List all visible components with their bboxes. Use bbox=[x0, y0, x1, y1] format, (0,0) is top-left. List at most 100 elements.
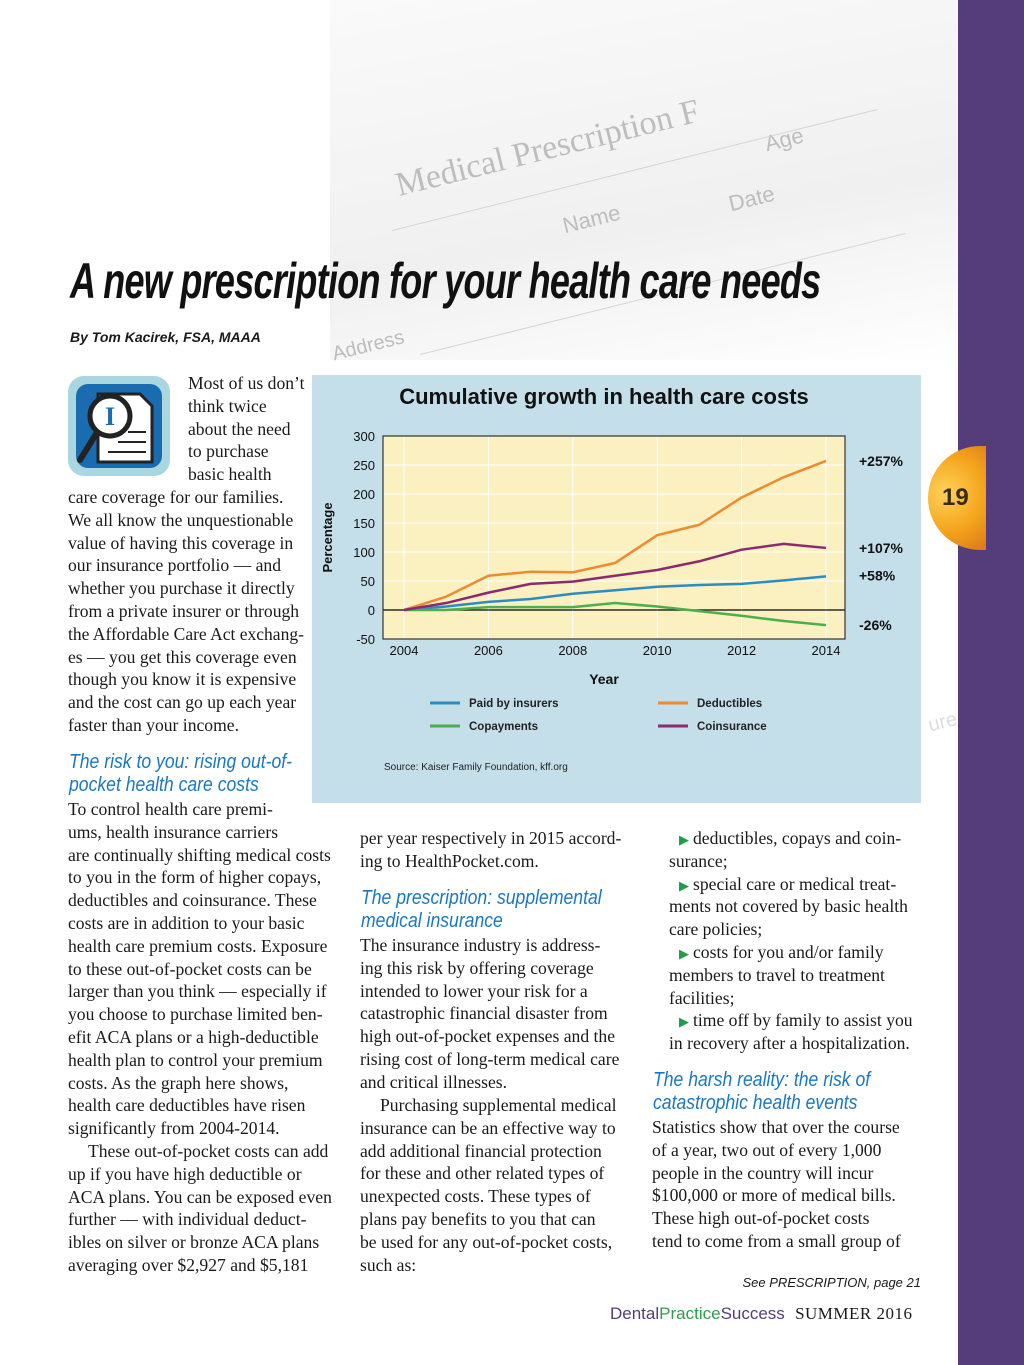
col3-body: Statistics show that over the course of a… bbox=[652, 1116, 901, 1253]
bullet-arrow-icon: ▶ bbox=[679, 1014, 689, 1030]
text-line: the Affordable Care Act exchang- bbox=[68, 623, 304, 644]
text-line: These out-of-pocket costs can add bbox=[88, 1141, 329, 1161]
article-title: A new prescription for your health care … bbox=[70, 253, 821, 309]
bullet-continuation: care policies; bbox=[669, 918, 762, 941]
background-prescription-pad bbox=[330, 0, 970, 360]
plot-border bbox=[382, 435, 846, 640]
bullet-arrow-icon: ▶ bbox=[679, 945, 689, 961]
text-line: insurance can be an effective way to bbox=[360, 1117, 616, 1138]
bullet-text: in recovery after a hospitalization. bbox=[669, 1033, 910, 1054]
col2-heading: The prescription: supplemental medical i… bbox=[361, 887, 602, 933]
chart-title: Cumulative growth in health care costs bbox=[399, 384, 809, 409]
x-tick-label: 2004 bbox=[390, 643, 419, 658]
series-line-coinsurance bbox=[403, 542, 827, 612]
text-line: though you know it is expensive bbox=[68, 669, 297, 690]
chart-panel: Cumulative growth in health care costs 30… bbox=[312, 375, 921, 803]
text-line: to you in the form of higher copays, bbox=[68, 867, 322, 888]
col3-bullets: ▶ deductibles, copays and coin-surance; ▶ s… bbox=[669, 827, 913, 1055]
text-line: ibles on silver or bronze ACA plans bbox=[68, 1232, 320, 1253]
text-line: up if you have high deductible or bbox=[68, 1163, 302, 1184]
text-line: ing this risk by offering coverage bbox=[360, 957, 594, 978]
heading-line: medical insurance bbox=[361, 910, 503, 932]
bullet-item: ▶ costs for you and/or family bbox=[669, 941, 884, 964]
text-line: unexpected costs. These types of bbox=[360, 1186, 591, 1207]
page-number: 19 bbox=[942, 484, 969, 511]
bullet-text: deductibles, copays and coin- bbox=[693, 828, 902, 848]
text-line: larger than you think — especially if bbox=[68, 981, 327, 1002]
x-tick-label: 2006 bbox=[474, 643, 503, 658]
text-line: for these and other related types of bbox=[360, 1163, 605, 1184]
text-line: such as: bbox=[360, 1254, 417, 1275]
text-line: ums, health insurance carriers bbox=[68, 821, 279, 842]
brand-success: Success bbox=[720, 1304, 785, 1323]
bullet-continuation: in recovery after a hospitalization. bbox=[669, 1032, 910, 1055]
y-tick-label: 150 bbox=[353, 516, 375, 531]
line-chart: Cumulative growth in health care costs 30… bbox=[320, 384, 904, 773]
col1-body: To control health care premi-ums, health… bbox=[68, 798, 331, 1140]
legend-label: Deductibles bbox=[697, 698, 762, 710]
text-line: The insurance industry is address- bbox=[360, 935, 601, 955]
text-line: you choose to purchase limited ben- bbox=[68, 1004, 323, 1025]
y-tick-label: -50 bbox=[356, 632, 375, 647]
text-line: be used for any out-of-pocket costs, bbox=[360, 1231, 613, 1252]
text-line: add additional financial protection bbox=[360, 1140, 602, 1161]
bullet-text: special care or medical treat- bbox=[693, 873, 897, 894]
end-value-label: -26% bbox=[859, 617, 892, 633]
text-line: deductibles and coinsurance. These bbox=[68, 890, 317, 911]
x-axis-label: Year bbox=[589, 671, 619, 687]
bullet-text: ments not covered by basic health bbox=[669, 896, 908, 917]
text-line: are continually shifting medical costs bbox=[68, 844, 331, 865]
brand-dental: Dental bbox=[610, 1304, 660, 1323]
text-line: value of having this coverage in bbox=[68, 532, 294, 553]
text-line: about the need bbox=[188, 418, 291, 439]
y-tick-label: 200 bbox=[353, 487, 375, 502]
y-tick-label: 100 bbox=[353, 545, 375, 560]
col1-intro: care coverage for our families. We all kn… bbox=[68, 486, 305, 737]
col3-heading: The harsh reality: the risk of catastrop… bbox=[653, 1069, 870, 1115]
text-line: health plan to control your premium bbox=[68, 1049, 323, 1070]
info-document-magnifier-icon: I bbox=[68, 376, 170, 476]
continued-note: See PRESCRIPTION, page 21 bbox=[742, 1275, 921, 1290]
text-line: These high out-of-pocket costs bbox=[652, 1208, 870, 1229]
text-line: basic health bbox=[188, 464, 272, 485]
issue-label: SUMMER 2016 bbox=[795, 1304, 913, 1323]
bullet-arrow-icon: ▶ bbox=[679, 877, 689, 893]
text-line: Most of us don’t bbox=[188, 373, 305, 393]
bullet-text: costs for you and/or family bbox=[693, 941, 884, 962]
bullet-text: care policies; bbox=[669, 919, 763, 940]
bullet-continuation: ments not covered by basic health bbox=[669, 895, 908, 918]
text-line: To control health care premi- bbox=[68, 799, 273, 819]
text-line: $100,000 or more of medical bills. bbox=[652, 1185, 896, 1206]
text-line: intended to lower your risk for a bbox=[360, 980, 588, 1001]
heading-line: catastrophic health events bbox=[653, 1092, 858, 1114]
byline: By Tom Kacirek, FSA, MAAA bbox=[70, 329, 261, 345]
series-line-paid-by-insurers bbox=[403, 575, 827, 612]
y-tick-label: 50 bbox=[361, 574, 375, 589]
bullet-arrow-icon: ▶ bbox=[679, 832, 689, 847]
text-line: ing to HealthPocket.com. bbox=[360, 850, 539, 871]
bullet-text: time off by family to assist you bbox=[693, 1010, 913, 1031]
text-line: further — with individual deduct- bbox=[68, 1209, 307, 1230]
legend-label: Paid by insurers bbox=[469, 698, 558, 710]
bullet-continuation: members to travel to treatment bbox=[669, 964, 885, 987]
text-line: plans pay benefits to you that can bbox=[360, 1208, 596, 1229]
text-line: to these out-of-pocket costs can be bbox=[68, 958, 312, 979]
bullet-continuation: surance; bbox=[669, 850, 728, 873]
text-line: to purchase bbox=[188, 441, 269, 462]
text-line: and critical illnesses. bbox=[360, 1071, 508, 1092]
y-tick-label: 250 bbox=[353, 458, 375, 473]
text-line: whether you purchase it directly bbox=[68, 578, 295, 599]
text-line: costs are in addition to your basic bbox=[68, 912, 305, 933]
text-line: our insurance portfolio — and bbox=[68, 555, 282, 576]
bullet-text: facilities; bbox=[669, 987, 735, 1008]
col1-intro-narrow: Most of us don’t think twice about the nee… bbox=[188, 372, 305, 486]
bullet-text: members to travel to treatment bbox=[669, 964, 885, 985]
footer-masthead: DentalPracticeSuccess SUMMER 2016 bbox=[610, 1304, 913, 1324]
col1-heading: The risk to you: rising out-of- pocket h… bbox=[69, 751, 292, 797]
text-line: Purchasing supplemental medical bbox=[380, 1095, 617, 1115]
heading-line: The risk to you: rising out-of- bbox=[69, 751, 293, 773]
end-value-label: +257% bbox=[859, 453, 904, 469]
text-line: of a year, two out of every 1,000 bbox=[652, 1139, 882, 1160]
text-line: averaging over $2,927 and $5,181 bbox=[68, 1254, 309, 1275]
col2-body: The insurance industry is address-ing th… bbox=[360, 934, 619, 1094]
